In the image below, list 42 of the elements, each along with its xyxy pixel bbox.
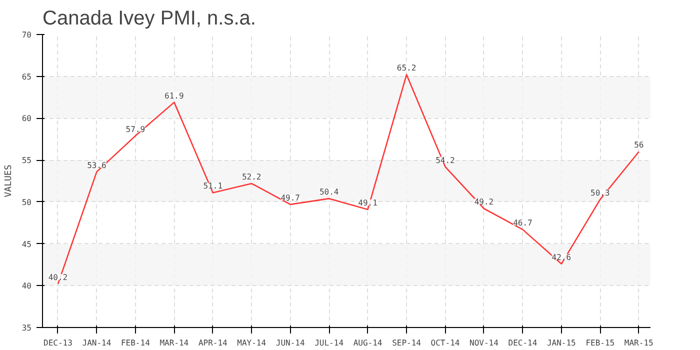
x-tick-label: JUL-14 — [314, 338, 344, 348]
data-label: 49.7 — [280, 193, 300, 202]
x-tick-label: APR-14 — [198, 338, 228, 348]
data-label: 52.2 — [242, 172, 262, 182]
data-label: 51.1 — [203, 182, 223, 191]
y-tick-label: 50 — [22, 198, 32, 207]
x-tick-label: MAY-14 — [237, 338, 266, 348]
x-tick-label: JAN-14 — [82, 338, 112, 348]
data-label: 53.6 — [87, 160, 107, 170]
data-label: 50.4 — [319, 188, 339, 197]
x-tick-label: MAR-14 — [160, 338, 189, 348]
x-tick-label: FEB-15 — [586, 338, 615, 348]
x-tick-label: NOV-14 — [470, 338, 499, 348]
y-tick-label: 60 — [22, 114, 32, 124]
x-tick-label: JAN-15 — [546, 338, 576, 348]
x-tick-label: OCT-14 — [430, 338, 460, 348]
y-tick-label: 65 — [22, 72, 32, 82]
data-label: 57.9 — [126, 124, 146, 134]
data-label: 56 — [634, 140, 644, 150]
y-tick-label: 55 — [22, 156, 32, 166]
data-label: 49.1 — [358, 198, 378, 208]
data-label: 40.2 — [48, 272, 68, 282]
x-tick-label: MAR-15 — [624, 338, 654, 348]
y-tick-label: 35 — [22, 324, 32, 332]
x-tick-label: SEP-14 — [392, 338, 422, 348]
data-label: 54.2 — [436, 156, 456, 165]
x-tick-label: AUG-14 — [353, 338, 382, 348]
y-tick-label: 70 — [22, 30, 32, 40]
x-tick-label: FEB-14 — [120, 338, 150, 348]
data-label: 42.6 — [552, 252, 572, 262]
data-label: 50.3 — [590, 188, 610, 198]
chart-title: Canada Ivey PMI, n.s.a. — [42, 8, 256, 30]
data-label: 46.7 — [513, 218, 533, 228]
data-label: 61.9 — [164, 91, 184, 100]
y-axis-title: VALUES — [4, 164, 14, 198]
x-tick-label: JUN-14 — [276, 338, 305, 348]
y-tick-label: 45 — [22, 240, 32, 249]
data-label: 65.2 — [396, 64, 416, 73]
y-tick-label: 40 — [22, 282, 32, 291]
x-tick-label: DEC-14 — [508, 338, 538, 348]
data-label: 49.2 — [474, 198, 494, 207]
x-tick-label: DEC-13 — [44, 338, 73, 348]
